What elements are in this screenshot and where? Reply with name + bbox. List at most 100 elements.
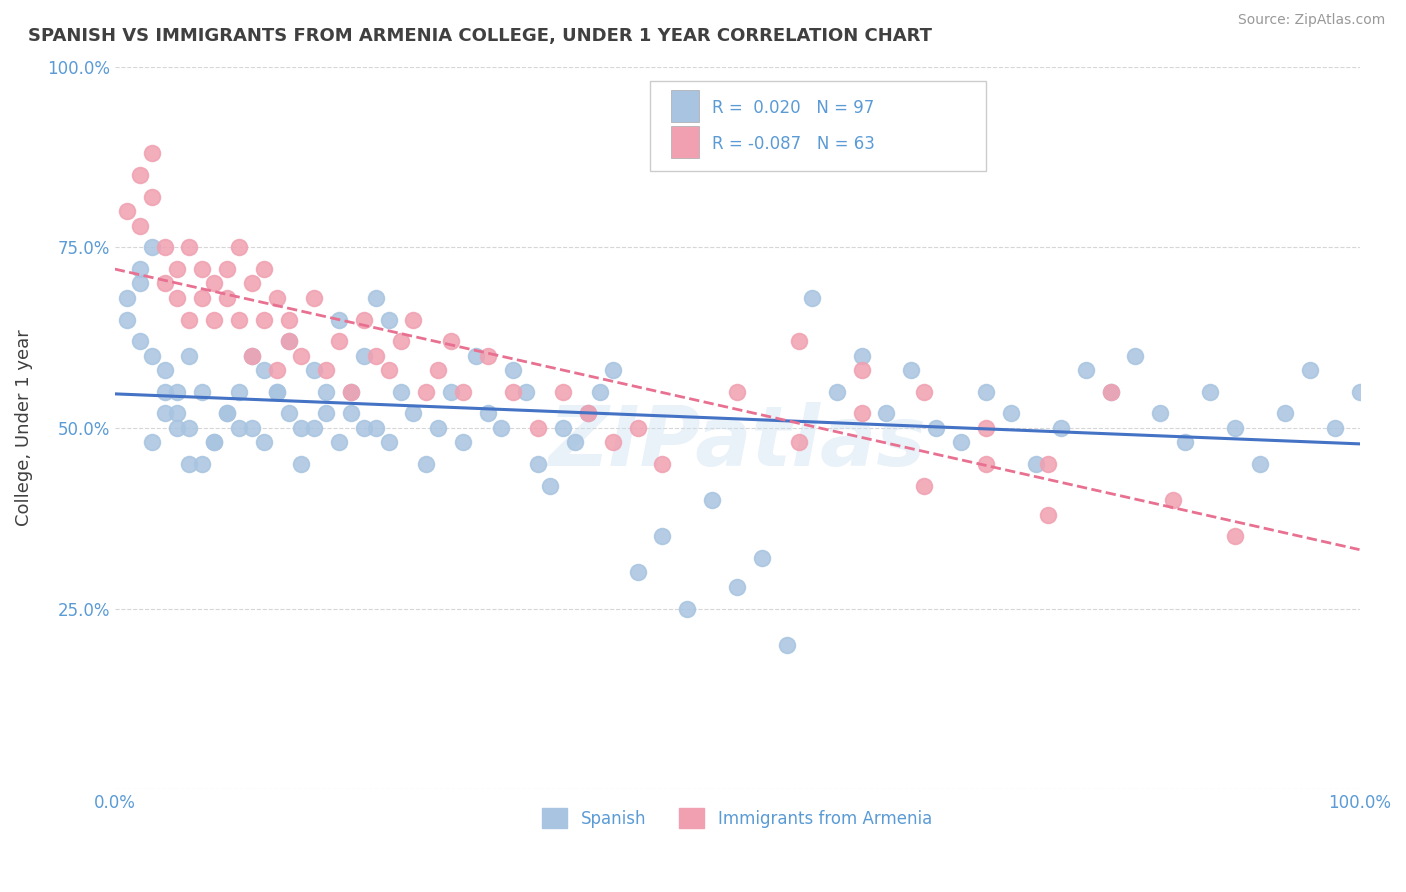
Point — [191, 384, 214, 399]
Point — [1038, 457, 1060, 471]
Point — [128, 261, 150, 276]
Point — [477, 349, 499, 363]
Point — [415, 384, 437, 399]
Point — [377, 312, 399, 326]
Point — [1174, 435, 1197, 450]
Point — [415, 457, 437, 471]
Point — [215, 407, 238, 421]
Point — [453, 435, 475, 450]
Point — [191, 457, 214, 471]
Point — [453, 384, 475, 399]
Point — [751, 551, 773, 566]
Point — [179, 421, 201, 435]
Point — [626, 421, 648, 435]
Point — [602, 363, 624, 377]
Point — [128, 334, 150, 349]
Point — [328, 312, 350, 326]
Point — [115, 312, 138, 326]
Point — [228, 312, 250, 326]
Point — [440, 384, 463, 399]
Point — [153, 363, 176, 377]
Point — [166, 261, 188, 276]
Point — [328, 435, 350, 450]
Point — [328, 334, 350, 349]
Point — [1099, 384, 1122, 399]
Point — [278, 312, 301, 326]
Point — [240, 349, 263, 363]
Point — [166, 407, 188, 421]
Point — [128, 168, 150, 182]
Point — [228, 421, 250, 435]
Point — [302, 363, 325, 377]
Point — [278, 334, 301, 349]
Point — [477, 407, 499, 421]
Point — [389, 334, 412, 349]
Bar — [671, 90, 699, 122]
Point — [527, 457, 550, 471]
Point — [115, 204, 138, 219]
Point — [925, 421, 948, 435]
Point — [1000, 407, 1022, 421]
Point — [1348, 384, 1371, 399]
Point — [851, 363, 873, 377]
Point — [366, 421, 388, 435]
Point — [1223, 529, 1246, 543]
Point — [266, 384, 288, 399]
Point — [315, 384, 337, 399]
Point — [800, 291, 823, 305]
Point — [278, 334, 301, 349]
Point — [974, 384, 997, 399]
Point — [202, 435, 225, 450]
Point — [900, 363, 922, 377]
Text: ZIPatlas: ZIPatlas — [548, 402, 927, 483]
Point — [153, 277, 176, 291]
Point — [389, 384, 412, 399]
Point — [427, 421, 450, 435]
Point — [551, 384, 574, 399]
Point — [128, 277, 150, 291]
Point — [141, 189, 163, 203]
Point — [290, 349, 312, 363]
Point — [651, 529, 673, 543]
Point — [502, 363, 524, 377]
Point — [1249, 457, 1271, 471]
Point — [228, 240, 250, 254]
Point — [589, 384, 612, 399]
Point — [776, 638, 799, 652]
Point — [240, 349, 263, 363]
Point — [141, 349, 163, 363]
Point — [278, 407, 301, 421]
Text: Source: ZipAtlas.com: Source: ZipAtlas.com — [1237, 13, 1385, 28]
Point — [1299, 363, 1322, 377]
Point — [179, 240, 201, 254]
Point — [266, 291, 288, 305]
Point — [1149, 407, 1171, 421]
Point — [402, 312, 425, 326]
Point — [266, 384, 288, 399]
Point — [377, 363, 399, 377]
Point — [551, 421, 574, 435]
Point — [340, 384, 363, 399]
Point — [1161, 493, 1184, 508]
Point — [789, 435, 811, 450]
Point — [240, 277, 263, 291]
Text: R =  0.020   N = 97: R = 0.020 N = 97 — [713, 99, 875, 117]
Point — [166, 291, 188, 305]
Point — [179, 312, 201, 326]
Point — [302, 421, 325, 435]
Point — [340, 384, 363, 399]
Point — [215, 291, 238, 305]
Point — [253, 435, 276, 450]
Point — [1199, 384, 1222, 399]
Point — [974, 421, 997, 435]
Point — [576, 407, 599, 421]
Point — [290, 421, 312, 435]
Point — [1323, 421, 1346, 435]
Point — [153, 240, 176, 254]
Point — [1074, 363, 1097, 377]
Point — [179, 457, 201, 471]
Point — [464, 349, 486, 363]
Point — [1125, 349, 1147, 363]
Point — [912, 384, 935, 399]
Point — [366, 291, 388, 305]
